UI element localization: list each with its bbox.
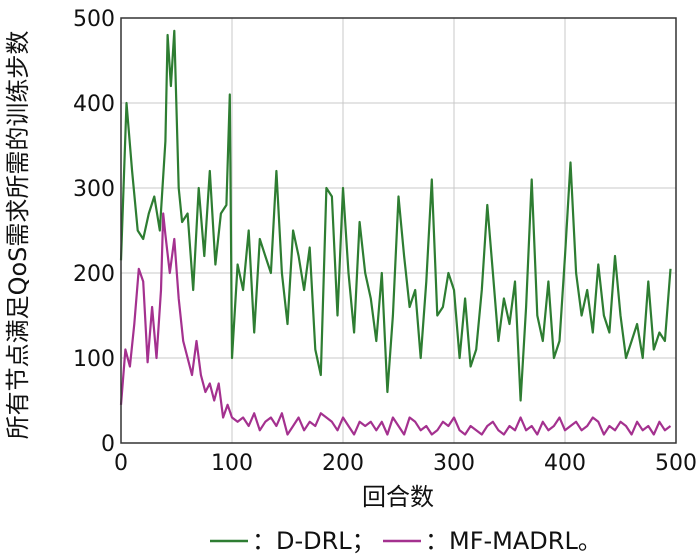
y-tick-label: 200 — [73, 262, 115, 287]
y-tick-label: 400 — [73, 92, 115, 117]
series-line-mf-madrl — [119, 212, 672, 436]
y-axis-title: 所有节点满足QoS需求所需的训练步数 — [4, 31, 32, 440]
y-tick-label: 100 — [73, 347, 115, 372]
y-tick-label: 300 — [73, 177, 115, 202]
x-axis-title: 回合数 — [362, 483, 434, 511]
x-tick-label: 300 — [433, 451, 475, 476]
plot-area — [120, 17, 677, 444]
x-tick-label: 500 — [655, 451, 697, 476]
grid — [120, 17, 677, 444]
series-line-d-drl — [119, 29, 672, 402]
legend-label-mf-madrl: ：MF-MADRL。 — [425, 527, 602, 555]
y-tick-label: 500 — [73, 7, 115, 32]
series-lines — [119, 29, 672, 436]
x-tick-label: 400 — [544, 451, 586, 476]
x-tick-label: 0 — [114, 451, 128, 476]
x-tick-label: 200 — [322, 451, 364, 476]
legend: ：D-DRL； ：MF-MADRL。 — [210, 527, 602, 555]
tick-labels: 0 100 200 300 400 500 0 100 200 300 400 500 — [73, 7, 697, 476]
y-tick-label: 0 — [101, 432, 115, 457]
legend-label-d-drl: ：D-DRL； — [252, 527, 376, 555]
x-tick-label: 100 — [211, 451, 253, 476]
